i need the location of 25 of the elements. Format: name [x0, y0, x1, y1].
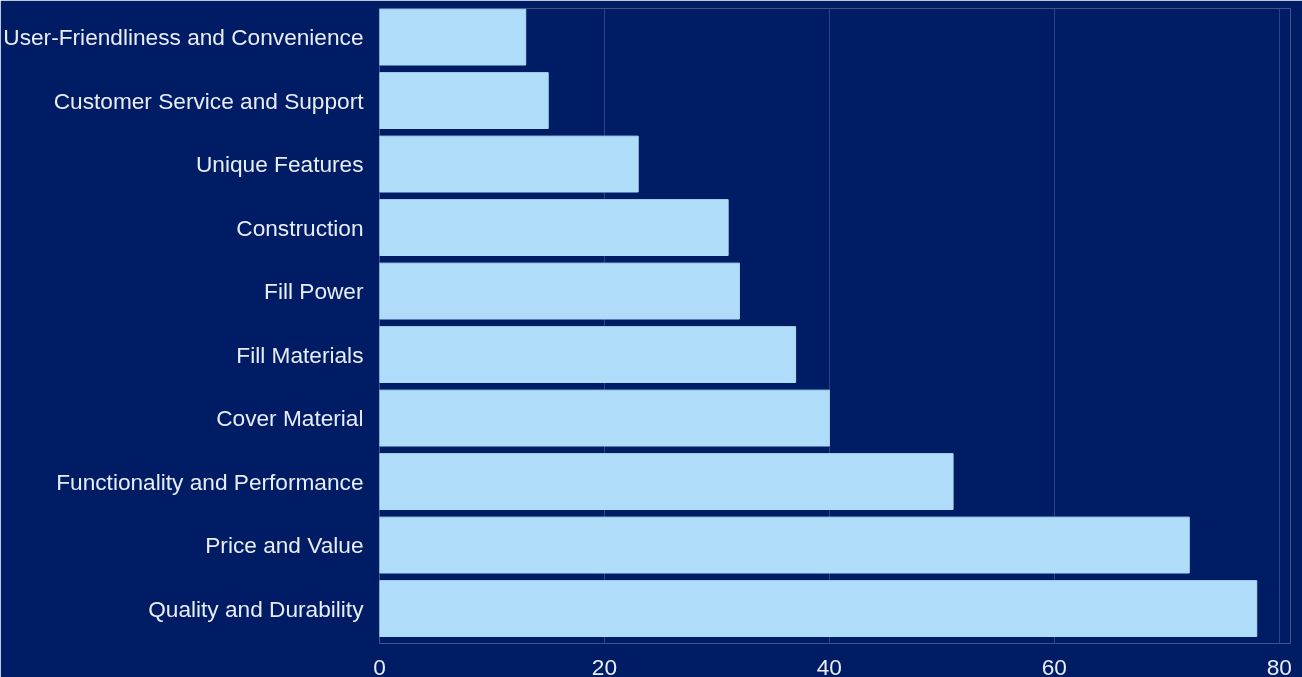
- bar: [379, 8, 527, 66]
- bar: [379, 516, 1190, 574]
- y-tick-label: Functionality and Performance: [56, 468, 364, 495]
- x-tick-label: 40: [816, 653, 842, 677]
- bar: [379, 326, 797, 384]
- bar: [379, 580, 1258, 638]
- x-tick-label: 0: [373, 653, 386, 677]
- y-tick-label: Fill Materials: [236, 341, 364, 368]
- bar: [379, 72, 549, 130]
- y-tick-label: Fill Power: [264, 278, 364, 305]
- y-tick-label: Price and Value: [205, 532, 364, 559]
- x-tick-label: 60: [1041, 653, 1067, 677]
- bar: [379, 389, 830, 447]
- y-tick-label: User-Friendliness and Convenience: [3, 24, 364, 51]
- y-tick-label: Construction: [236, 214, 364, 241]
- x-tick-label: 80: [1266, 653, 1292, 677]
- bar: [379, 199, 729, 257]
- x-tick-label: 20: [591, 653, 618, 677]
- bar: [379, 135, 639, 193]
- bar: [379, 262, 740, 320]
- bar: [379, 453, 954, 511]
- y-tick-label: Unique Features: [196, 151, 364, 178]
- y-tick-label: Customer Service and Support: [53, 87, 365, 114]
- y-tick-label: Quality and Durability: [148, 595, 365, 622]
- y-tick-label: Cover Material: [216, 405, 364, 432]
